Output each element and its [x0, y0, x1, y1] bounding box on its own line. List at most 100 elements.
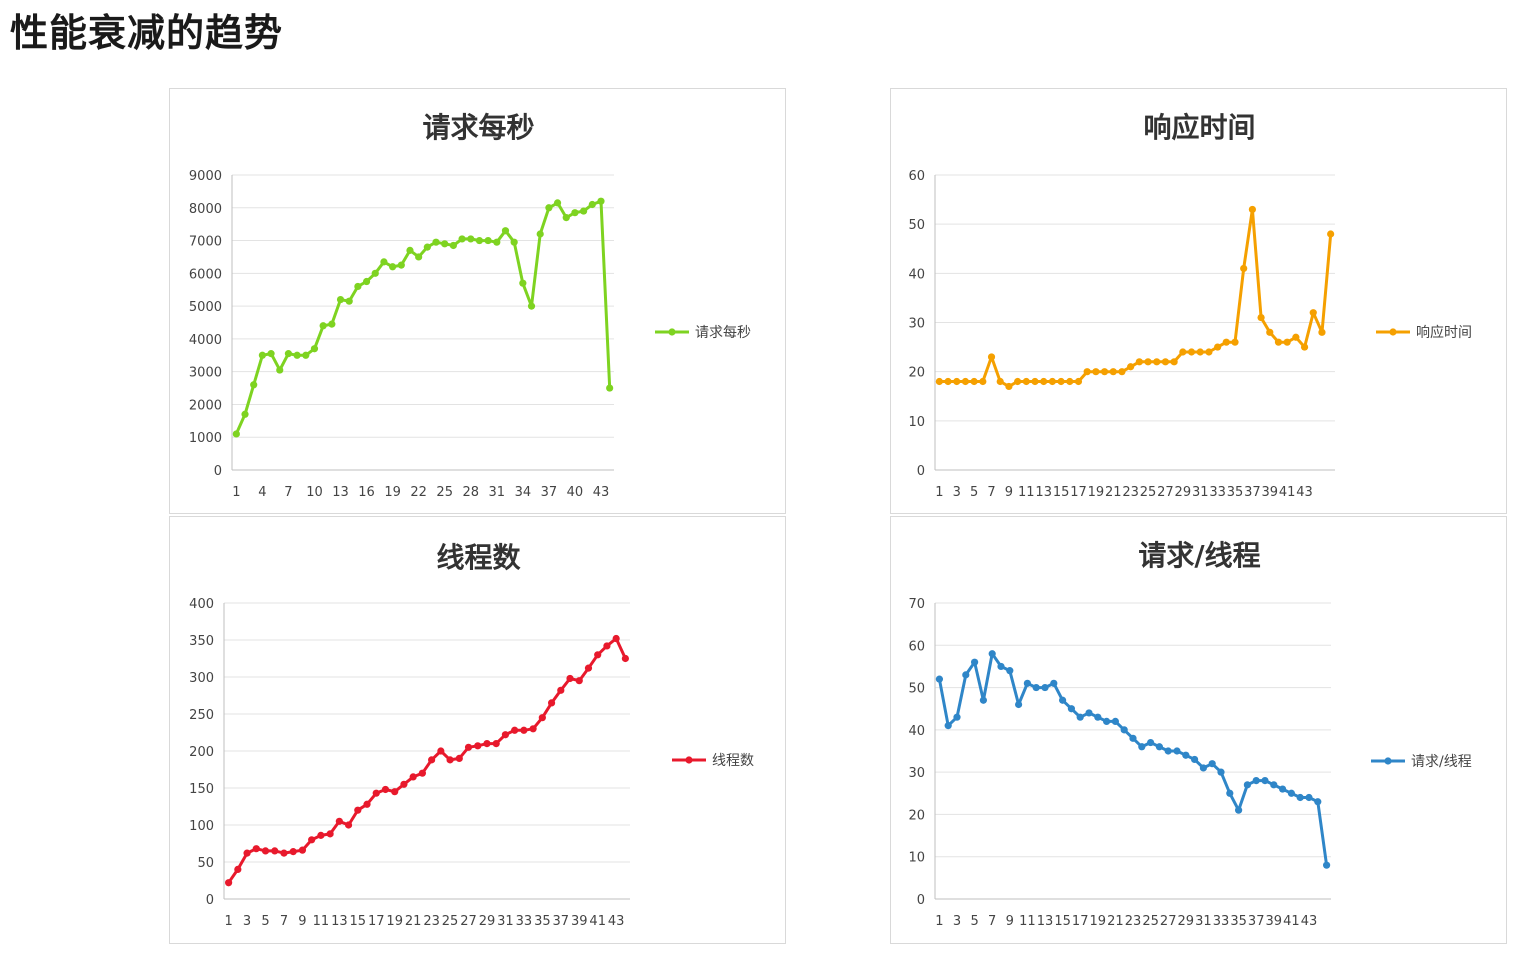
x-tick-label: 40	[567, 485, 584, 500]
x-tick-label: 37	[1248, 914, 1265, 929]
data-point	[1199, 764, 1207, 772]
data-point	[310, 345, 319, 353]
data-point	[1022, 377, 1030, 386]
data-point	[415, 253, 423, 261]
data-point	[308, 836, 316, 844]
x-tick-label: 1	[935, 914, 943, 929]
x-tick-label: 35	[1230, 914, 1247, 929]
data-point	[588, 200, 596, 209]
y-tick-label: 2000	[189, 398, 222, 413]
x-tick-label: 25	[442, 914, 459, 929]
y-tick-label: 5000	[189, 300, 222, 315]
data-point	[1252, 777, 1260, 785]
data-point	[437, 747, 445, 755]
x-tick-label: 35	[534, 914, 551, 929]
data-point	[250, 381, 258, 389]
y-tick-label: 10	[908, 415, 925, 430]
chart-title: 请求每秒	[422, 111, 534, 144]
data-point	[345, 297, 353, 305]
legend-marker	[1384, 757, 1392, 765]
y-tick-label: 0	[206, 893, 214, 908]
data-point	[1187, 348, 1196, 356]
x-tick-label: 33	[516, 914, 533, 929]
data-point	[1103, 717, 1111, 725]
data-point	[987, 353, 996, 361]
data-point	[458, 235, 466, 243]
x-tick-label: 5	[970, 485, 978, 500]
x-tick-label: 11	[1018, 485, 1035, 500]
x-tick-label: 21	[1105, 485, 1122, 500]
x-tick-label: 17	[1072, 914, 1089, 929]
x-tick-label: 5	[261, 914, 269, 929]
data-point	[1292, 333, 1300, 341]
data-point	[584, 664, 593, 672]
data-point	[1173, 747, 1181, 755]
requests-per-second-chart: 请求每秒 0 1000 2000 3000 4000 5000 6000 7000 8000 900…	[189, 111, 751, 500]
x-tick-label: 1	[935, 485, 943, 500]
data-point	[493, 238, 501, 246]
data-point	[988, 650, 996, 658]
data-point	[1243, 781, 1251, 789]
x-tick-label: 10	[306, 485, 323, 500]
data-point	[536, 230, 544, 238]
x-tick-label: 9	[1006, 914, 1014, 929]
data-point	[1067, 705, 1075, 713]
x-tick-label: 25	[1140, 485, 1157, 500]
y-tick-label: 50	[908, 682, 925, 697]
data-point	[510, 238, 518, 246]
y-tick-label: 10	[908, 851, 925, 866]
data-point	[428, 756, 436, 764]
legend: 线程数	[672, 753, 754, 769]
y-tick-label: 400	[189, 597, 214, 612]
x-tick-label: 3	[953, 485, 961, 500]
x-tick-label: 3	[953, 914, 961, 929]
y-tick-label: 250	[189, 708, 214, 723]
data-point	[258, 351, 266, 359]
data-point	[519, 279, 527, 287]
data-point	[400, 780, 408, 788]
data-point	[1270, 781, 1278, 789]
data-point	[432, 238, 440, 246]
data-point	[1050, 679, 1058, 687]
data-point	[354, 282, 362, 291]
y-tick-label: 0	[917, 464, 925, 479]
data-point	[1153, 358, 1161, 366]
x-tick-label: 37	[1244, 485, 1261, 500]
data-point	[391, 788, 399, 796]
x-tick-label: 17	[1070, 485, 1087, 500]
data-point	[1161, 358, 1170, 366]
x-tick-label: 15	[1053, 485, 1070, 500]
x-tick-label: 25	[1142, 914, 1159, 929]
x-tick-label: 13	[1035, 485, 1052, 500]
data-point	[1109, 368, 1117, 376]
x-tick-label: 41	[1283, 914, 1300, 929]
data-point	[1147, 738, 1155, 747]
data-point	[446, 756, 454, 764]
y-tick-label: 8000	[189, 202, 222, 217]
data-point	[234, 865, 242, 873]
data-point	[971, 658, 979, 666]
data-point	[1135, 358, 1143, 366]
y-tick-label: 20	[908, 366, 925, 381]
data-point	[252, 845, 260, 853]
data-point	[484, 236, 492, 245]
chart-panel-requests-per-second: 请求每秒 0 1000 2000 3000 4000 5000 6000 7000 8000 900…	[169, 88, 786, 514]
x-tick-label: 1	[232, 485, 240, 500]
x-tick-label: 1	[224, 914, 232, 929]
x-tick-label: 13	[1037, 914, 1054, 929]
data-point	[1066, 377, 1074, 386]
data-point	[606, 384, 614, 392]
y-tick-label: 50	[197, 856, 214, 871]
data-point	[612, 634, 620, 643]
y-tick-label: 1000	[189, 431, 222, 446]
data-point	[935, 675, 943, 683]
x-tick-label: 35	[1227, 485, 1244, 500]
data-point	[1127, 363, 1135, 371]
x-tick-label: 43	[593, 485, 610, 500]
data-point	[1111, 717, 1119, 725]
data-point	[1191, 755, 1199, 764]
data-point	[372, 789, 380, 797]
data-point	[1100, 368, 1109, 376]
